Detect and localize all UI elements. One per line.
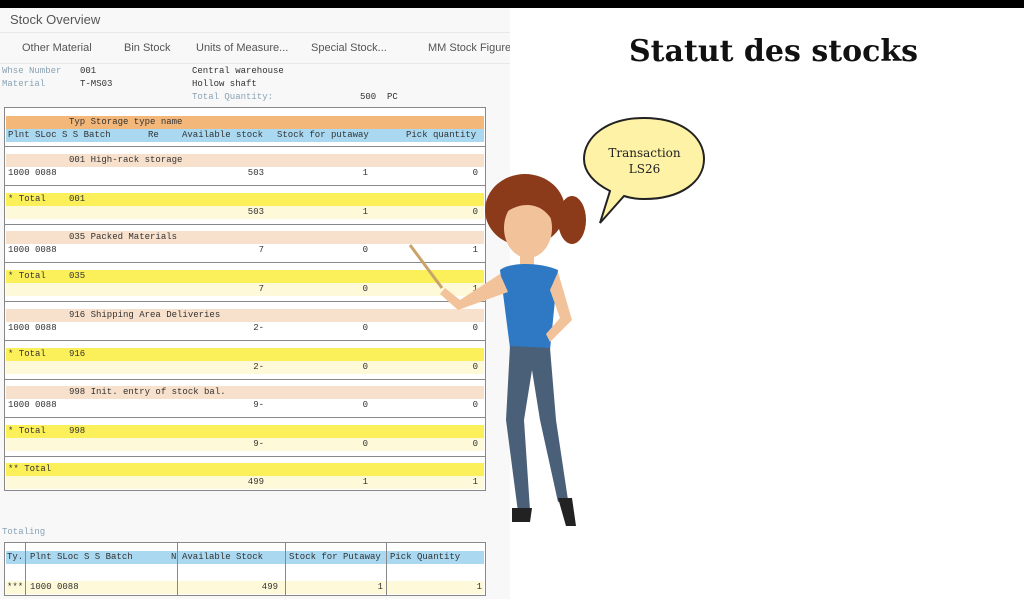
bin-stock-button[interactable]: Bin Stock (124, 42, 171, 54)
stock-row[interactable]: 1000 0088 9- 0 0 (8, 399, 478, 410)
totaling-grid: Ty. Plnt SLoc S S Batch N Available Stoc… (4, 542, 486, 596)
storage-type-header: 001 High-rack storage (6, 154, 484, 167)
grand-total-row: 499 1 1 (6, 476, 484, 490)
bubble-line1: Transaction (608, 146, 681, 160)
subtotal-header: * Total 001 (6, 193, 484, 206)
storage-type-header: 998 Init. entry of stock bal. (6, 385, 484, 399)
storage-type-header: 916 Shipping Area Deliveries (6, 308, 484, 322)
bubble-line2: LS26 (628, 162, 661, 176)
material-value: T-MS03 (80, 79, 113, 89)
other-material-button[interactable]: Other Material (22, 42, 92, 54)
speech-bubble: Transaction LS26 (582, 115, 707, 235)
subtotal-row: 503 1 0 (6, 206, 484, 219)
totaling-headers: Ty. Plnt SLoc S S Batch N Available Stoc… (6, 551, 484, 564)
total-quantity-label: Total Quantity: (192, 92, 274, 102)
presenter-character (408, 174, 586, 526)
grid-header-storage-type: Typ Storage type name (6, 116, 484, 129)
col-pick[interactable]: Pick quantity (406, 130, 477, 140)
window-title: Stock Overview (10, 12, 101, 27)
mm-stock-figures-button[interactable]: MM Stock Figures (428, 42, 510, 54)
col-putaway[interactable]: Stock for putaway (277, 130, 369, 140)
totaling-row: *** 1000 0088 499 1 1 (6, 581, 484, 594)
stock-row[interactable]: 1000 0088 503 1 0 (8, 168, 478, 178)
units-of-measure-button[interactable]: Units of Measure... (196, 42, 289, 54)
whse-value: 001 (80, 66, 97, 76)
subtotal-header: * Total 916 (6, 347, 484, 361)
stock-row[interactable]: 1000 0088 2- 0 0 (8, 322, 478, 333)
subtotal-header: * Total 998 (6, 424, 484, 438)
whse-label: Whse Number (2, 66, 62, 76)
subtotal-row: 9- 0 0 (6, 437, 484, 451)
stock-row[interactable]: 1000 0088 7 0 1 (8, 245, 478, 256)
slide-heading: Statut des stocks (629, 34, 919, 69)
storage-type-header: 035 Packed Materials (6, 231, 484, 245)
stock-grid: Typ Storage type name Plnt SLoc S S Batc… (4, 107, 486, 491)
col-available[interactable]: Available stock (182, 130, 264, 140)
col-plnt-sloc[interactable]: Plnt SLoc S S Batch (8, 130, 111, 140)
material-label: Material (2, 79, 46, 89)
total-quantity-value: 500 (360, 92, 377, 102)
toolbar: Other Material Bin Stock Units of Measur… (0, 32, 510, 64)
col-re[interactable]: Re (148, 130, 159, 140)
sap-window: Stock Overview Other Material Bin Stock … (0, 8, 510, 599)
special-stock-button[interactable]: Special Stock... (311, 42, 387, 54)
whse-desc: Central warehouse (192, 66, 284, 76)
material-desc: Hollow shaft (192, 79, 257, 89)
total-quantity-unit: PC (387, 92, 398, 102)
grid-column-headers: Plnt SLoc S S Batch Re Available stock S… (6, 129, 484, 142)
subtotal-header: * Total 035 (6, 270, 484, 284)
totaling-label: Totaling (2, 527, 46, 537)
top-bar (0, 0, 1024, 8)
grand-total-header: ** Total (6, 463, 484, 477)
subtotal-row: 2- 0 0 (6, 360, 484, 374)
